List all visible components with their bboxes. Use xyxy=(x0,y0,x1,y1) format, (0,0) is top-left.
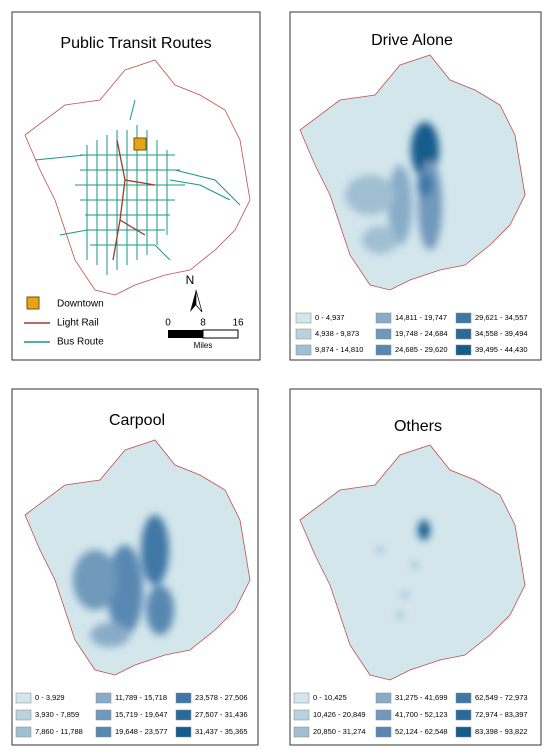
legend-label: 62,549 - 72,973 xyxy=(475,693,528,702)
legend-swatch xyxy=(295,344,312,356)
north-arrow xyxy=(195,289,203,313)
legend-swatch xyxy=(455,692,472,704)
legend-swatch xyxy=(295,312,312,324)
legend-swatch xyxy=(293,692,310,704)
panel-title: Carpool xyxy=(109,412,165,429)
panel-frame xyxy=(289,388,542,746)
legend-swatch xyxy=(375,312,392,324)
scale-tick: 0 xyxy=(165,318,171,329)
legend-label: 20,850 - 31,274 xyxy=(313,727,366,736)
legend-swatch xyxy=(175,709,192,721)
legend-swatch xyxy=(455,726,472,738)
legend-label: 9,874 - 14,810 xyxy=(315,345,363,354)
legend-label: 15,719 - 19,647 xyxy=(115,710,168,719)
legend-swatch xyxy=(175,692,192,704)
legend-label: Downtown xyxy=(57,299,104,310)
legend-label: 0 - 4,937 xyxy=(315,313,345,322)
legend-swatch xyxy=(175,726,192,738)
legend-swatch xyxy=(455,344,472,356)
downtown-symbol xyxy=(26,296,40,310)
legend-label: 0 - 10,425 xyxy=(313,693,347,702)
panel-frame xyxy=(289,11,542,361)
legend-swatch xyxy=(95,726,112,738)
legend-label: 31,275 - 41,699 xyxy=(395,693,448,702)
legend-label: 27,507 - 31,436 xyxy=(195,710,248,719)
legend-label: 24,685 - 29,620 xyxy=(395,345,448,354)
legend-label: 19,648 - 23,577 xyxy=(115,727,168,736)
legend-label: 19,748 - 24,684 xyxy=(395,329,448,338)
panel-title: Others xyxy=(394,418,442,435)
legend-swatch xyxy=(375,344,392,356)
legend-swatch xyxy=(375,328,392,340)
scale-unit: Miles xyxy=(194,341,213,350)
legend-swatch xyxy=(293,709,310,721)
panel-frame xyxy=(11,388,259,746)
legend-label: 41,700 - 52,123 xyxy=(395,710,448,719)
legend-label: 31,437 - 35,365 xyxy=(195,727,248,736)
legend-label: 29,621 - 34,557 xyxy=(475,313,528,322)
legend-swatch xyxy=(15,709,32,721)
transit-map xyxy=(24,59,251,296)
legend-swatch xyxy=(375,709,392,721)
legend-label: 11,789 - 15,718 xyxy=(115,693,167,702)
legend-label: 10,426 - 20,849 xyxy=(313,710,366,719)
heat-map xyxy=(299,54,526,291)
panel-title: Public Transit Routes xyxy=(60,35,211,52)
legend-swatch xyxy=(15,726,32,738)
legend-label: 0 - 3,929 xyxy=(35,693,65,702)
north-label: N xyxy=(186,273,195,287)
scale-tick: 8 xyxy=(200,318,206,329)
panel-title: Drive Alone xyxy=(371,32,453,49)
legend-swatch xyxy=(455,328,472,340)
legend-swatch xyxy=(15,692,32,704)
legend-label: 3,930 - 7,859 xyxy=(35,710,79,719)
north-arrow xyxy=(190,290,196,312)
legend-swatch xyxy=(455,709,472,721)
legend-swatch xyxy=(95,709,112,721)
legend-label: 7,860 - 11,788 xyxy=(35,727,83,736)
legend-label: Light Rail xyxy=(57,318,99,329)
legend-swatch xyxy=(295,328,312,340)
legend-label: 72,974 - 83,397 xyxy=(475,710,528,719)
legend-label: 52,124 - 62,548 xyxy=(395,727,448,736)
legend-label: 83,398 - 93,822 xyxy=(475,727,528,736)
legend-swatch xyxy=(375,726,392,738)
legend-swatch xyxy=(95,692,112,704)
heat-map xyxy=(24,439,251,676)
legend-label: 14,811 - 19,747 xyxy=(395,313,447,322)
legend-swatch xyxy=(375,692,392,704)
legend-label: 34,558 - 39,494 xyxy=(475,329,528,338)
legend-swatch xyxy=(293,726,310,738)
legend-label: Bus Route xyxy=(57,337,104,348)
scale-tick: 16 xyxy=(232,318,244,329)
scale-bar xyxy=(202,329,239,339)
legend-label: 4,938 - 9,873 xyxy=(315,329,359,338)
legend-swatch xyxy=(455,312,472,324)
scale-bar xyxy=(168,330,203,338)
legend-label: 23,578 - 27,506 xyxy=(195,693,248,702)
legend-label: 39,495 - 44,430 xyxy=(475,345,528,354)
heat-map xyxy=(299,444,526,681)
panel-frame xyxy=(11,11,261,361)
